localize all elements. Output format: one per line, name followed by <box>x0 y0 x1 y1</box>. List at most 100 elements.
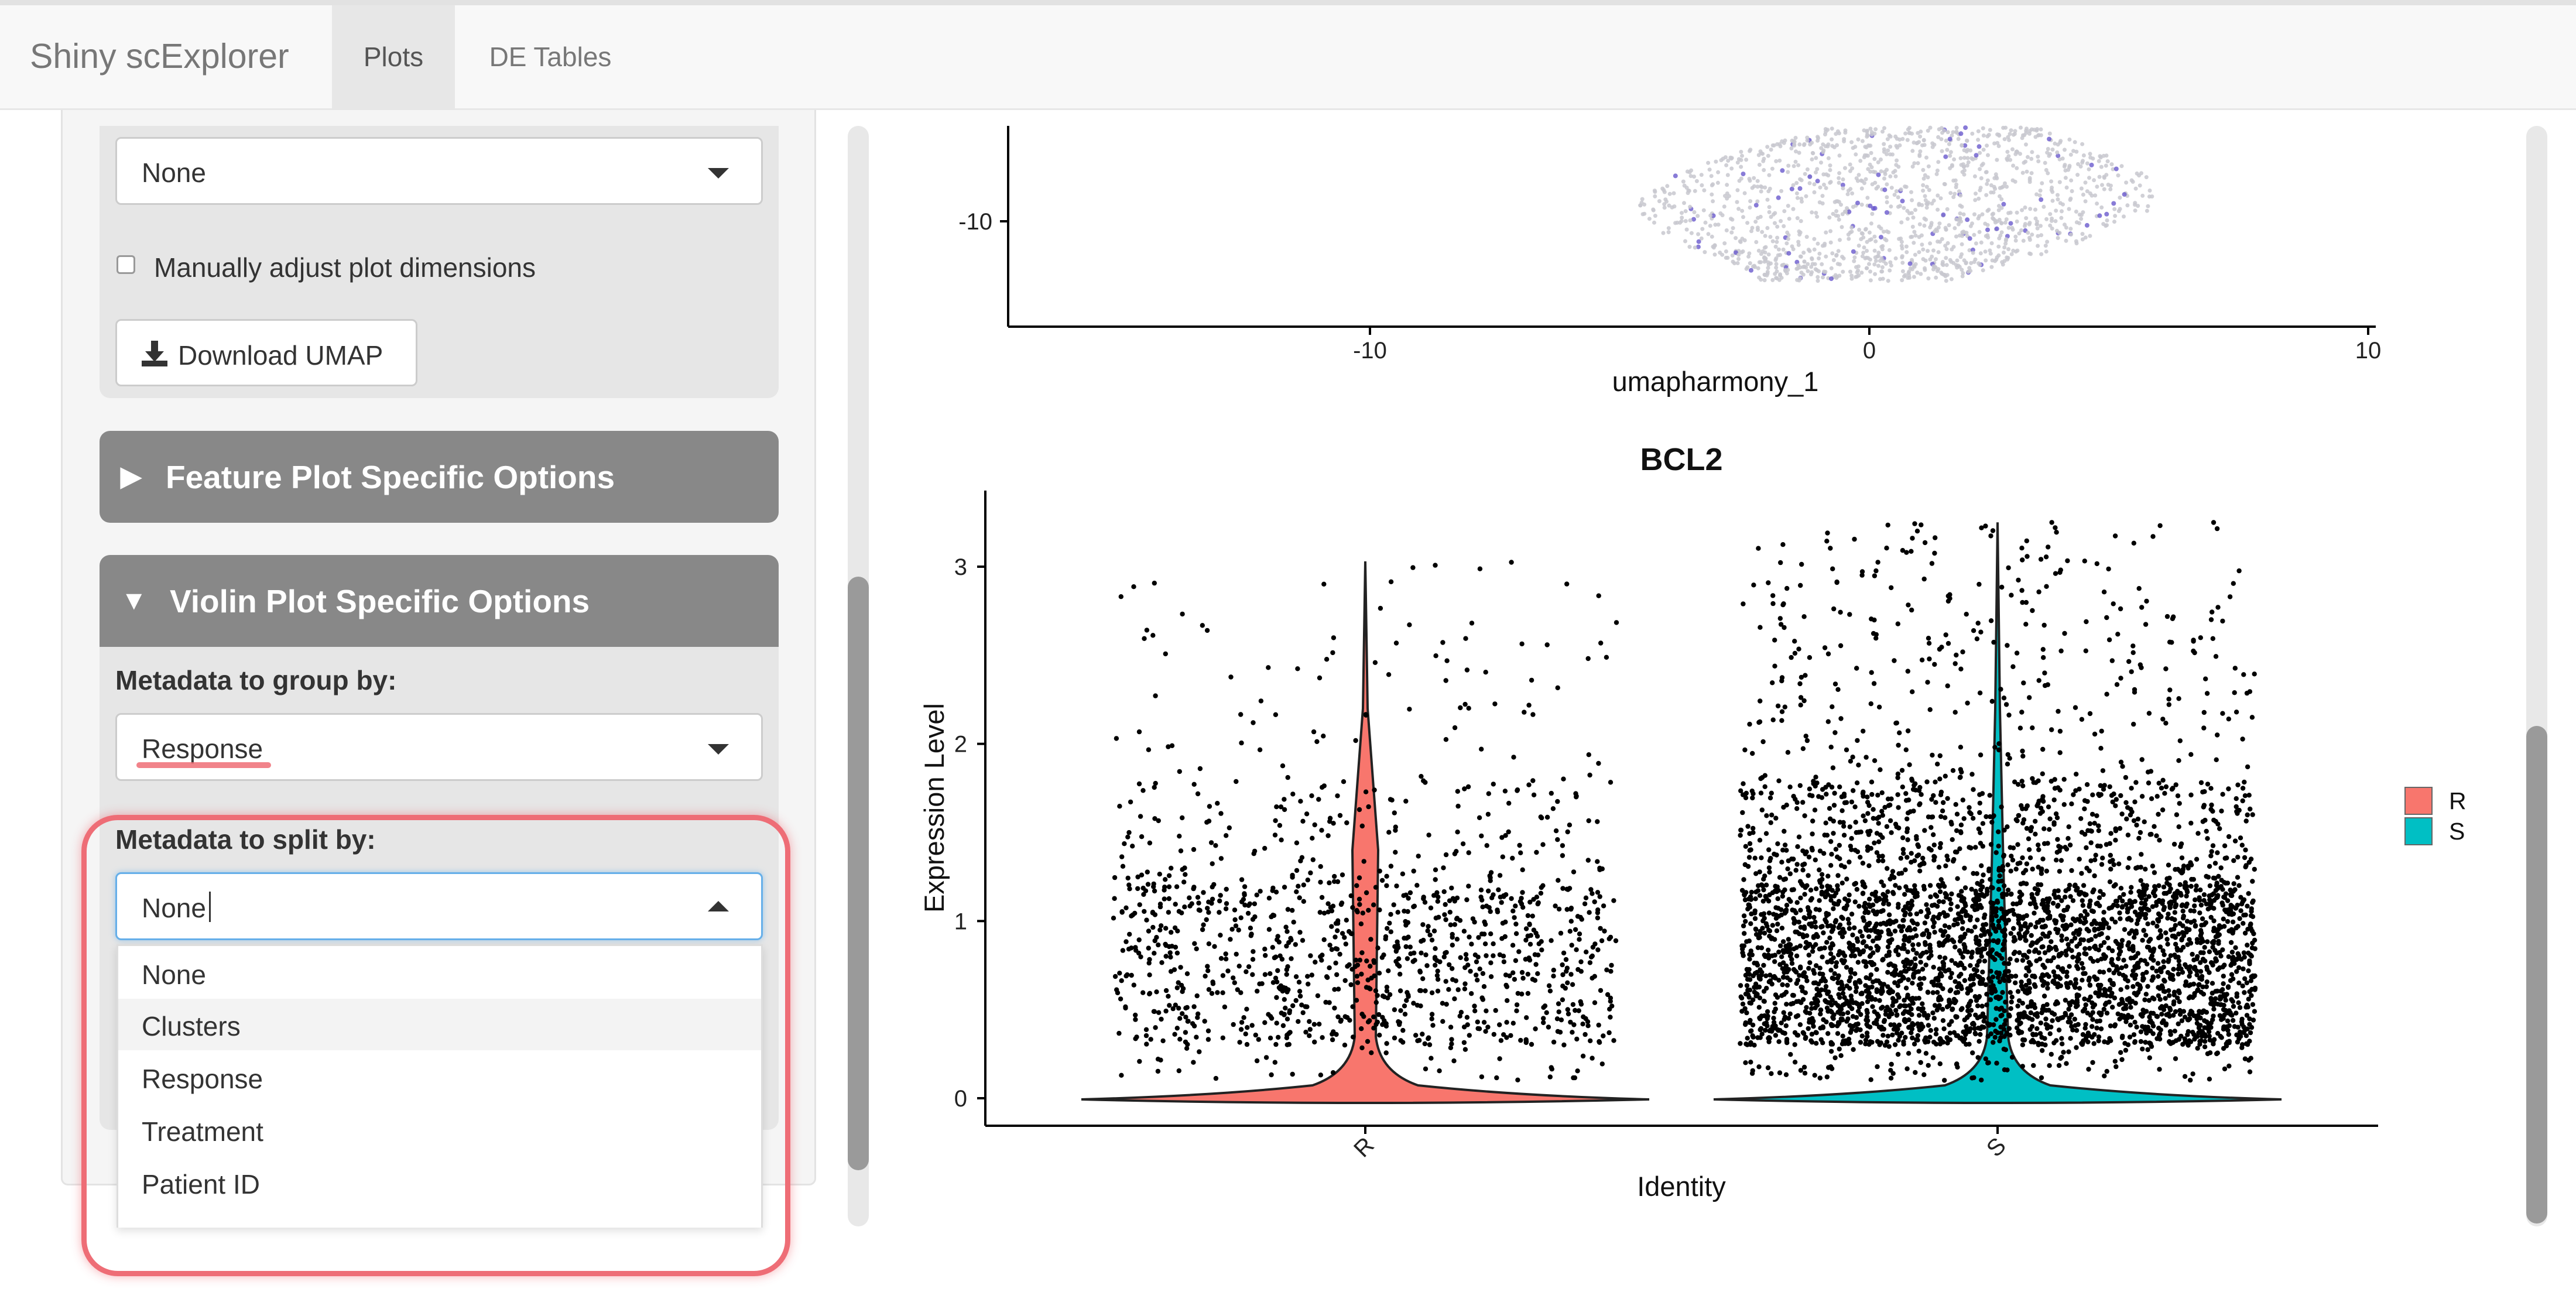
umap-point <box>1865 196 1870 200</box>
violin-point <box>1271 913 1277 919</box>
umap-point <box>1869 130 1874 135</box>
umap-point <box>1710 234 1714 239</box>
umap-point <box>2050 148 2055 152</box>
violin-point <box>1568 906 1574 912</box>
violin-point <box>1800 868 1806 873</box>
tab-de-tables[interactable]: DE Tables <box>489 42 612 72</box>
violin-point <box>1443 950 1448 956</box>
umap-point <box>2080 237 2085 242</box>
umap-point <box>1918 149 1923 154</box>
violin-point <box>1744 983 1750 988</box>
umap-point <box>1989 183 1993 187</box>
violin-point <box>2156 974 2161 979</box>
umap-point <box>1969 261 1974 265</box>
umap-point <box>1943 182 1947 187</box>
manual-dimensions-checkbox[interactable] <box>117 255 135 274</box>
dropdown-option-clusters[interactable]: Clusters <box>118 999 761 1050</box>
violin-point <box>1954 811 1960 817</box>
violin-point <box>1393 948 1399 954</box>
violin-point <box>1135 874 1140 880</box>
umap-point <box>1837 171 1842 176</box>
violin-point <box>1536 941 1542 947</box>
violin-point <box>1450 943 1455 948</box>
split-by-select[interactable]: None <box>115 872 763 940</box>
umap-point <box>1889 186 1894 190</box>
violin-point <box>1527 899 1533 905</box>
violin-point <box>1332 873 1337 879</box>
violin-point <box>1982 958 1988 964</box>
violin-point <box>1377 907 1382 913</box>
umap-point <box>2043 160 2047 165</box>
violin-point <box>2176 1021 2181 1027</box>
violin-point <box>1534 934 1540 939</box>
umap-point <box>2010 227 2015 232</box>
tab-plots[interactable]: Plots <box>332 5 455 108</box>
violin-point <box>1286 987 1291 992</box>
violin-point <box>1410 565 1416 570</box>
violin-point <box>2172 910 2177 915</box>
violin-point <box>2008 1006 2013 1012</box>
umap-point <box>2074 149 2079 154</box>
umap-point <box>2001 201 2006 207</box>
umap-point <box>1958 216 1962 220</box>
violin-point <box>1174 1026 1180 1031</box>
umap-point <box>1849 140 1854 145</box>
violin-point <box>1194 1034 1199 1040</box>
umap-point <box>2045 239 2050 244</box>
violin-point <box>2091 959 2096 964</box>
sidebar-scrollbar-thumb[interactable] <box>848 577 869 1170</box>
violin-point <box>2077 986 2082 991</box>
violin-point <box>2201 804 2206 810</box>
umap-point <box>2034 128 2039 133</box>
umap-point <box>1703 250 1707 255</box>
umap-point <box>1888 260 1893 265</box>
violin-point <box>1900 924 1906 929</box>
umap-point <box>1977 229 1982 234</box>
violin-point <box>1287 1030 1293 1035</box>
violin-point <box>1847 824 1852 830</box>
violin-point <box>1914 933 1919 938</box>
umap-point <box>1918 134 1923 139</box>
umap-point <box>2058 201 2063 205</box>
violin-point <box>1144 1041 1149 1047</box>
umap-point <box>1889 263 1893 268</box>
dropdown-option-response[interactable]: Response <box>142 1064 263 1094</box>
violin-point <box>1889 585 1894 591</box>
violin-point <box>2173 941 2178 947</box>
violin-point <box>1930 990 1936 995</box>
download-umap-button[interactable]: Download UMAP <box>115 319 417 386</box>
violin-point <box>1937 884 1943 889</box>
violin-point <box>1383 1023 1389 1029</box>
violin-point <box>1469 621 1475 626</box>
umap-top-select[interactable]: None <box>115 137 763 205</box>
split-by-value[interactable]: None <box>142 893 206 923</box>
violin-point <box>2086 1067 2091 1072</box>
violin-point <box>2241 672 2246 677</box>
umap-point <box>1978 262 1982 267</box>
umap-point <box>1923 194 1927 198</box>
violin-plot-options-header[interactable]: ▼ Violin Plot Specific Options <box>100 555 779 647</box>
violin-point <box>1580 1053 1586 1059</box>
violin-point <box>1585 858 1591 863</box>
violin-point <box>1934 893 1940 899</box>
umap-point <box>2039 197 2044 202</box>
umap-point <box>1841 177 1845 181</box>
umap-point <box>1900 136 1905 141</box>
violin-point <box>1204 820 1210 825</box>
umap-point <box>1693 189 1697 193</box>
dropdown-option-treatment[interactable]: Treatment <box>142 1116 263 1147</box>
dropdown-option-none[interactable]: None <box>142 959 206 990</box>
umap-point <box>1815 179 1820 184</box>
umap-point <box>1687 245 1692 249</box>
dropdown-option-patient-id[interactable]: Patient ID <box>142 1169 260 1200</box>
umap-point <box>1848 162 1852 167</box>
group-by-select[interactable]: Response <box>115 713 763 781</box>
violin-point <box>2149 796 2154 801</box>
umap-point <box>1786 163 1791 168</box>
umap-point <box>2055 228 2059 233</box>
violin-point <box>1307 1019 1312 1024</box>
feature-plot-options-header[interactable]: ▶ Feature Plot Specific Options <box>100 431 779 523</box>
umap-point <box>1780 168 1785 173</box>
violin-point <box>1367 1018 1372 1023</box>
violin-point <box>2056 1027 2062 1033</box>
